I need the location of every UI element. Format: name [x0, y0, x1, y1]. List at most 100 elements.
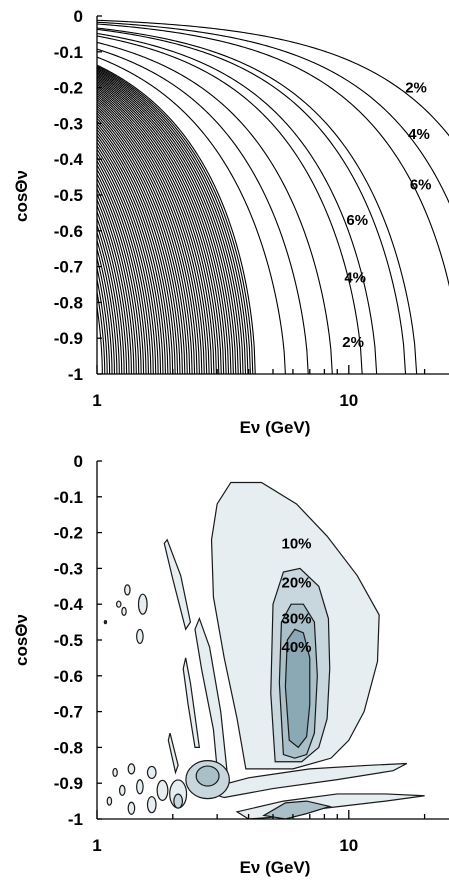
top-contour-line: [97, 56, 286, 374]
top-contour-line: [97, 82, 225, 374]
contour-region-blob: [137, 593, 148, 615]
top-contour-line: [97, 303, 103, 374]
bottom-contour-label: 10%: [282, 535, 312, 552]
contour-region-blob: [124, 584, 131, 596]
top-x-tick-label: 1: [92, 391, 101, 410]
top-contour-line: [97, 187, 137, 374]
contour-region-blob: [112, 767, 118, 778]
bottom-filled-contours: [103, 481, 425, 819]
bot-y-tick-label: -0.2: [54, 524, 83, 543]
bottom-axes: [96, 460, 449, 820]
top-contour-line: [97, 134, 169, 374]
top-contour-line: [97, 192, 135, 374]
top-contour-line: [97, 223, 123, 374]
contour-region-side-band: [163, 538, 192, 631]
top-contour-line: [97, 48, 309, 374]
top-contour-line: [97, 114, 186, 374]
bottom-contour-panel: 0-0.1-0.2-0.3-0.4-0.5-0.6-0.7-0.8-0.9-1 …: [12, 452, 449, 877]
top-y-tick-label: -0.9: [54, 329, 83, 348]
top-contour-line: [97, 100, 200, 374]
contour-region-blob: [136, 779, 144, 795]
top-contour-line: [97, 141, 164, 374]
bot-y-tick-label: -0.3: [54, 559, 83, 578]
top-y-axis-label: cosΘν: [12, 170, 31, 222]
bottom-plot-area: [103, 481, 425, 819]
top-contour-line: [97, 19, 449, 137]
top-contour-line: [97, 198, 133, 374]
top-contour-line: [97, 210, 128, 374]
top-contour-line: [97, 168, 147, 374]
top-contour-line: [97, 265, 111, 374]
bot-y-tick-label: -0.6: [54, 667, 83, 686]
top-y-tick-label: -0.5: [54, 186, 83, 205]
top-contour-line: [97, 91, 213, 374]
top-contour-line: [97, 120, 181, 374]
top-contour-line: [97, 131, 171, 374]
top-contour-lines: [97, 19, 449, 374]
top-contour-line: [97, 255, 113, 374]
top-contour-line: [97, 27, 418, 374]
top-contour-line: [97, 98, 203, 374]
contour-region-horizon-band: [199, 762, 408, 799]
top-y-tick-label: -0.8: [54, 293, 83, 312]
top-contour-line: [97, 69, 247, 374]
contour-region-blob: [156, 779, 169, 801]
top-contour-line: [97, 74, 237, 374]
top-contour-line: [97, 152, 157, 374]
contour-region-blob: [195, 765, 220, 787]
top-contour-panel: 0-0.1-0.2-0.3-0.4-0.5-0.6-0.7-0.8-0.9-1 …: [12, 7, 449, 437]
top-contour-line: [97, 80, 227, 374]
top-contour-line: [97, 73, 239, 374]
bottom-contour-label: 20%: [282, 575, 312, 592]
top-y-tick-labels: 0 -0.1 -0.2 -0.3 -0.4 -0.5 -0.6 -0.7 -0.8 -0.9 -1: [54, 7, 84, 384]
contour-region-blob: [118, 784, 126, 796]
contour-region-40: [284, 628, 311, 749]
top-x-tick-labels: 1 10: [92, 391, 358, 410]
top-contour-label: 2%: [342, 334, 364, 351]
top-contour-line: [97, 35, 363, 374]
top-contour-line: [97, 230, 120, 374]
contour-region-horizon-band: [262, 800, 333, 819]
bottom-y-axis-label: cosΘν: [12, 614, 31, 666]
top-y-tick-label: -0.2: [54, 79, 83, 98]
top-contour-line: [97, 77, 232, 374]
top-contour-line: [97, 105, 196, 374]
top-contour-line: [97, 216, 125, 374]
bot-y-tick-label: -1: [68, 810, 83, 829]
top-contour-label: 4%: [344, 269, 366, 286]
top-contour-label: 2%: [405, 80, 427, 97]
bot-y-tick-label: -0.4: [54, 595, 84, 614]
contour-region-dot: [103, 619, 108, 625]
contour-region-blob: [146, 796, 157, 814]
top-contour-line: [97, 92, 210, 374]
bot-y-tick-label: -0.5: [54, 631, 83, 650]
top-contour-label: 6%: [346, 212, 368, 229]
top-contour-line: [97, 87, 217, 374]
top-y-tick-label: 0: [74, 7, 83, 26]
top-x-tick-label: 10: [339, 391, 358, 410]
contour-region-blob: [115, 600, 122, 608]
top-contour-line: [97, 21, 449, 204]
contour-region-blob: [173, 793, 184, 809]
top-contour-line: [97, 23, 449, 287]
top-contour-line: [97, 94, 208, 374]
top-contour-line: [97, 128, 174, 374]
contour-region-blob: [127, 801, 136, 815]
top-contour-line: [97, 107, 193, 374]
top-contour-label: 6%: [410, 176, 432, 193]
top-contour-line: [97, 144, 162, 374]
top-contour-line: [97, 276, 108, 374]
top-contour-line: [97, 122, 179, 374]
top-y-tick-label: -0.3: [54, 114, 83, 133]
top-contour-line: [97, 148, 159, 374]
bot-x-tick-label: 10: [339, 836, 358, 855]
bot-y-tick-label: -0.1: [54, 488, 83, 507]
bottom-contour-label: 40%: [282, 639, 312, 656]
top-contour-line: [97, 83, 222, 374]
bottom-contour-label: 30%: [282, 611, 312, 628]
top-y-tick-label: -0.1: [54, 43, 83, 62]
top-y-tick-label: -1: [68, 365, 83, 384]
bot-y-tick-label: -0.9: [54, 774, 83, 793]
top-contour-line: [97, 159, 152, 374]
